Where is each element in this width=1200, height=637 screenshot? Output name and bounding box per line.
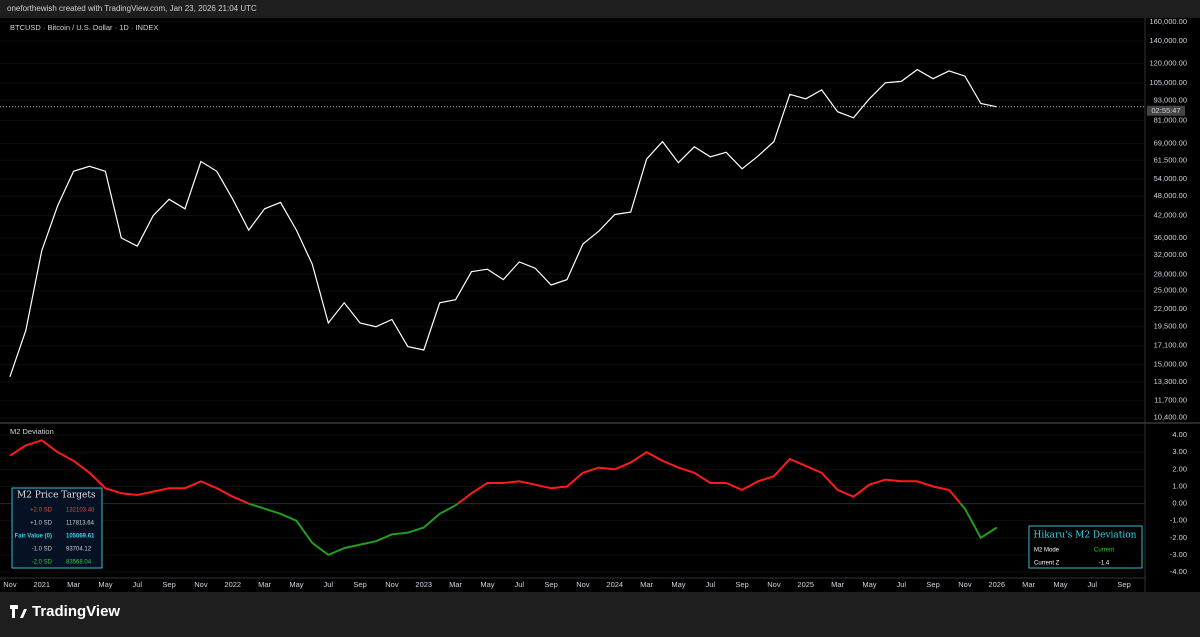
x-tick-label: Sep: [735, 580, 748, 589]
y-tick-label: -1.00: [1170, 516, 1187, 525]
x-tick-label: 2022: [224, 580, 241, 589]
x-tick-label: Nov: [958, 580, 972, 589]
y-tick-label: 93,000.00: [1154, 95, 1187, 104]
table-title: M2 Price Targets: [17, 491, 96, 501]
x-tick-label: May: [98, 580, 112, 589]
x-tick-label: 2023: [415, 580, 432, 589]
x-tick-label: May: [1053, 580, 1067, 589]
x-tick-label: Sep: [353, 580, 366, 589]
y-tick-label: 1.00: [1172, 481, 1187, 490]
x-tick-label: Mar: [449, 580, 462, 589]
x-tick-label: Nov: [3, 580, 17, 589]
row-value: 117813.64: [66, 521, 95, 527]
deviation-line-above: [9, 439, 962, 504]
y-tick-label: 105,000.00: [1149, 78, 1187, 87]
row-label: +1.0 SD: [30, 521, 53, 527]
row-label: Fair Value (0): [15, 534, 52, 540]
row-value: 93704.12: [66, 547, 92, 553]
x-tick-label: Nov: [385, 580, 399, 589]
y-tick-label: 54,000.00: [1154, 174, 1187, 183]
y-tick-label: 120,000.00: [1149, 58, 1187, 67]
y-tick-label: 10,400.00: [1154, 413, 1187, 422]
countdown: 02:55:47: [1151, 106, 1180, 115]
chart-area: [0, 18, 1200, 592]
row-value: -1.4: [1099, 561, 1110, 567]
x-tick-label: Mar: [831, 580, 844, 589]
table-title: Hikaru's M2 Deviation: [1034, 531, 1137, 541]
y-tick-label: 13,300.00: [1154, 377, 1187, 386]
y-tick-label: 48,000.00: [1154, 191, 1187, 200]
y-tick-label: -4.00: [1170, 567, 1187, 576]
x-tick-label: 2021: [33, 580, 50, 589]
row-value: Current: [1094, 548, 1114, 554]
x-tick-label: Mar: [640, 580, 653, 589]
price-targets-table: M2 Price Targets +2.0 SD 132103.40 +1.0 SD 1…: [11, 487, 103, 569]
x-tick-label: 2024: [606, 580, 623, 589]
x-tick-label: Jul: [514, 580, 524, 589]
x-tick-label: Sep: [1117, 580, 1130, 589]
x-tick-label: Sep: [926, 580, 939, 589]
table-frame: [1028, 525, 1143, 569]
y-tick-label: 15,000.00: [1154, 360, 1187, 369]
indicator-title: M2 Deviation: [10, 427, 54, 436]
header-text: oneforthewish created with TradingView.c…: [7, 4, 257, 13]
row-label: M2 Mode: [1034, 548, 1060, 554]
y-tick-label: 4.00: [1172, 430, 1187, 439]
y-tick-label: 3.00: [1172, 447, 1187, 456]
y-tick-label: 22,000.00: [1154, 304, 1187, 313]
x-tick-label: May: [862, 580, 876, 589]
footer-logo: TradingView: [10, 603, 120, 620]
countdown-box: [1147, 105, 1185, 116]
x-tick-label: May: [480, 580, 494, 589]
price-title: BTCUSD · Bitcoin / U.S. Dollar · 1D · IN…: [10, 23, 158, 32]
y-tick-label: 0.00: [1172, 499, 1187, 508]
x-tick-label: Jul: [896, 580, 906, 589]
y-tick-label: 42,000.00: [1154, 211, 1187, 220]
x-tick-label: Nov: [576, 580, 590, 589]
y-tick-label: -3.00: [1170, 550, 1187, 559]
y-tick-label: 32,000.00: [1154, 250, 1187, 259]
x-tick-label: Sep: [544, 580, 557, 589]
y-tick-label: 160,000.00: [1149, 17, 1187, 26]
x-tick-label: Mar: [1022, 580, 1035, 589]
row-label: -1.0 SD: [32, 547, 53, 553]
x-tick-label: 2025: [797, 580, 814, 589]
logo-text: TradingView: [32, 603, 120, 620]
x-tick-label: Jul: [1087, 580, 1097, 589]
row-value: 132103.40: [66, 508, 95, 514]
y-tick-label: 81,000.00: [1154, 115, 1187, 124]
logo-icon: [10, 605, 27, 618]
y-tick-label: 25,000.00: [1154, 286, 1187, 295]
y-tick-label: 11,700.00: [1154, 396, 1187, 405]
x-tick-label: Sep: [162, 580, 175, 589]
x-tick-label: 2026: [988, 580, 1005, 589]
y-tick-label: 69,000.00: [1154, 139, 1187, 148]
table-frame: [11, 487, 103, 569]
x-tick-label: Mar: [67, 580, 80, 589]
row-value: 105069.61: [66, 534, 95, 540]
x-tick-label: Jul: [705, 580, 715, 589]
row-label: -2.0 SD: [32, 560, 53, 566]
row-label: Current Z: [1034, 561, 1060, 567]
x-tick-label: Mar: [258, 580, 271, 589]
x-tick-label: May: [671, 580, 685, 589]
y-tick-label: 36,000.00: [1154, 233, 1187, 242]
x-tick-label: Nov: [194, 580, 208, 589]
status-table: Hikaru's M2 Deviation M2 Mode Current Curre…: [1028, 525, 1143, 569]
x-tick-label: May: [289, 580, 303, 589]
x-tick-label: Nov: [767, 580, 781, 589]
x-tick-label: Jul: [323, 580, 333, 589]
y-tick-label: 2.00: [1172, 464, 1187, 473]
y-tick-label: 17,100.00: [1154, 341, 1187, 350]
row-label: +2.0 SD: [30, 508, 53, 514]
row-value: 83568.04: [66, 560, 92, 566]
y-tick-label: -2.00: [1170, 533, 1187, 542]
y-tick-label: 140,000.00: [1149, 36, 1187, 45]
y-tick-label: 61,500.00: [1154, 155, 1187, 164]
x-tick-label: Jul: [132, 580, 142, 589]
y-tick-label: 28,000.00: [1154, 269, 1187, 278]
y-tick-label: 19,500.00: [1154, 322, 1187, 331]
price-line: [9, 68, 997, 377]
